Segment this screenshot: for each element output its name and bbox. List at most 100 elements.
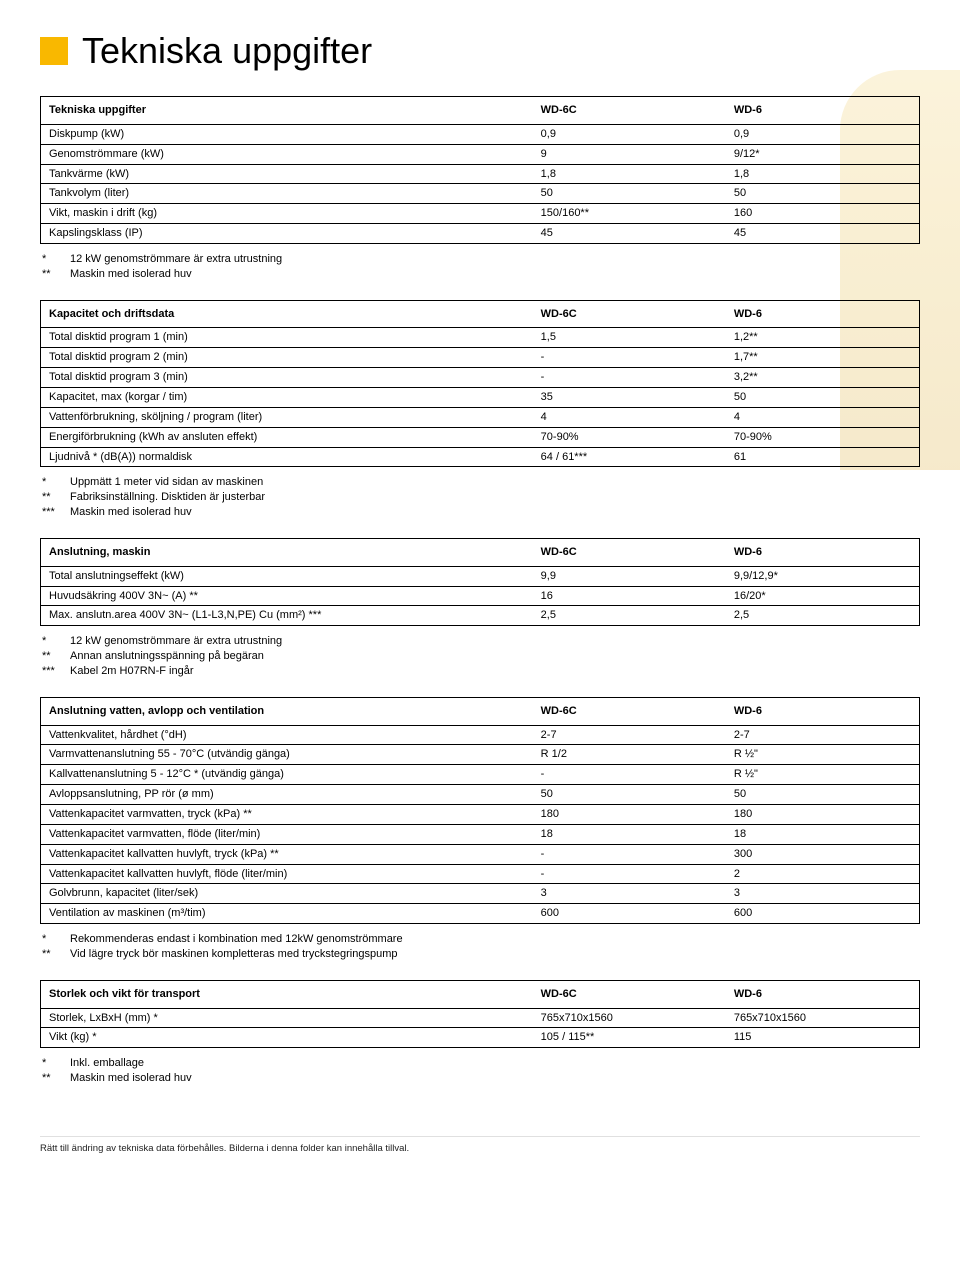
footnotes: *Rekommenderas endast i kombination med …	[40, 932, 920, 962]
column-header: WD-6	[726, 698, 919, 725]
row-label: Vattenkapacitet varmvatten, tryck (kPa) …	[41, 805, 533, 825]
row-value: 4	[533, 407, 726, 427]
footnote: *Rekommenderas endast i kombination med …	[42, 932, 920, 947]
row-label: Kallvattenanslutning 5 - 12°C * (utvändi…	[41, 765, 533, 785]
row-value: 2,5	[533, 606, 726, 625]
row-value: 16	[533, 586, 726, 606]
footnote-text: Uppmätt 1 meter vid sidan av maskinen	[70, 476, 263, 488]
table-heading: Tekniska uppgifter	[41, 97, 533, 124]
footnote: ***Maskin med isolerad huv	[42, 505, 920, 520]
row-value: -	[533, 765, 726, 785]
row-value: 105 / 115**	[533, 1028, 726, 1047]
table-heading: Anslutning vatten, avlopp och ventilatio…	[41, 698, 533, 725]
row-value: 0,9	[533, 124, 726, 144]
row-value: 61	[726, 447, 919, 466]
row-value: 1,7**	[726, 348, 919, 368]
row-value: 2,5	[726, 606, 919, 625]
row-value: R 1/2	[533, 745, 726, 765]
table-row: Ventilation av maskinen (m³/tim)600600	[41, 904, 919, 923]
row-value: -	[533, 368, 726, 388]
row-label: Total anslutningseffekt (kW)	[41, 566, 533, 586]
row-value: 9,9	[533, 566, 726, 586]
row-value: 300	[726, 844, 919, 864]
footnote: **Annan anslutningsspänning på begäran	[42, 649, 920, 664]
row-value: 50	[726, 184, 919, 204]
column-header: WD-6C	[533, 301, 726, 328]
row-value: 1,5	[533, 328, 726, 348]
row-value: 160	[726, 204, 919, 224]
row-label: Total disktid program 1 (min)	[41, 328, 533, 348]
footnotes: *Uppmätt 1 meter vid sidan av maskinen**…	[40, 475, 920, 520]
specs-table: Anslutning vatten, avlopp och ventilatio…	[40, 697, 920, 924]
table-row: Kallvattenanslutning 5 - 12°C * (utvändi…	[41, 765, 919, 785]
table-heading: Kapacitet och driftsdata	[41, 301, 533, 328]
table-row: Energiförbrukning (kWh av ansluten effek…	[41, 427, 919, 447]
row-label: Kapacitet, max (korgar / tim)	[41, 387, 533, 407]
table-row: Total disktid program 1 (min)1,51,2**	[41, 328, 919, 348]
column-header: WD-6	[726, 981, 919, 1008]
table-row: Vikt, maskin i drift (kg)150/160**160	[41, 204, 919, 224]
row-value: 115	[726, 1028, 919, 1047]
table-row: Total anslutningseffekt (kW)9,99,9/12,9*	[41, 566, 919, 586]
row-value: 70-90%	[726, 427, 919, 447]
footnote-text: Maskin med isolerad huv	[70, 268, 192, 280]
table-row: Vattenkapacitet kallvatten huvlyft, tryc…	[41, 844, 919, 864]
row-label: Vattenkapacitet kallvatten huvlyft, flöd…	[41, 864, 533, 884]
table-row: Tankvärme (kW)1,81,8	[41, 164, 919, 184]
footnote-text: Maskin med isolerad huv	[70, 1072, 192, 1084]
footnote: **Vid lägre tryck bör maskinen komplette…	[42, 947, 920, 962]
footnote: **Fabriksinställning. Disktiden är juste…	[42, 490, 920, 505]
row-value: 70-90%	[533, 427, 726, 447]
column-header: WD-6	[726, 539, 919, 566]
table-row: Vikt (kg) *105 / 115**115	[41, 1028, 919, 1047]
table-row: Total disktid program 3 (min)-3,2**	[41, 368, 919, 388]
footnote-text: Vid lägre tryck bör maskinen komplettera…	[70, 948, 398, 960]
footnote-text: Annan anslutningsspänning på begäran	[70, 650, 264, 662]
footnote: **Maskin med isolerad huv	[42, 1071, 920, 1086]
row-value: 3,2**	[726, 368, 919, 388]
table-row: Tankvolym (liter)5050	[41, 184, 919, 204]
row-value: 2-7	[533, 725, 726, 745]
footnote: *Inkl. emballage	[42, 1056, 920, 1071]
row-value: 9/12*	[726, 144, 919, 164]
footnote-key: **	[42, 1071, 70, 1086]
footnote-key: *	[42, 475, 70, 490]
footnote-key: **	[42, 947, 70, 962]
row-label: Diskpump (kW)	[41, 124, 533, 144]
row-value: 180	[726, 805, 919, 825]
row-value: 9	[533, 144, 726, 164]
footnote-key: *	[42, 634, 70, 649]
row-value: 2	[726, 864, 919, 884]
row-label: Ljudnivå * (dB(A)) normaldisk	[41, 447, 533, 466]
row-value: -	[533, 864, 726, 884]
footnote-text: Inkl. emballage	[70, 1057, 144, 1069]
row-label: Varmvattenanslutning 55 - 70°C (utvändig…	[41, 745, 533, 765]
row-value: 0,9	[726, 124, 919, 144]
column-header: WD-6	[726, 301, 919, 328]
row-label: Vattenkapacitet varmvatten, flöde (liter…	[41, 824, 533, 844]
row-label: Vikt, maskin i drift (kg)	[41, 204, 533, 224]
row-label: Golvbrunn, kapacitet (liter/sek)	[41, 884, 533, 904]
table-heading: Anslutning, maskin	[41, 539, 533, 566]
table-row: Vattenkapacitet kallvatten huvlyft, flöd…	[41, 864, 919, 884]
specs-table: Kapacitet och driftsdataWD-6CWD-6Total d…	[40, 300, 920, 468]
table-row: Varmvattenanslutning 55 - 70°C (utvändig…	[41, 745, 919, 765]
row-value: 600	[533, 904, 726, 923]
row-label: Total disktid program 2 (min)	[41, 348, 533, 368]
footnote-key: **	[42, 490, 70, 505]
footnotes: *12 kW genomströmmare är extra utrustnin…	[40, 252, 920, 282]
table-row: Kapslingsklass (IP)4545	[41, 224, 919, 243]
row-value: 50	[533, 785, 726, 805]
row-value: 180	[533, 805, 726, 825]
row-value: 9,9/12,9*	[726, 566, 919, 586]
row-label: Genomströmmare (kW)	[41, 144, 533, 164]
row-value: 765x710x1560	[726, 1008, 919, 1028]
table-row: Huvudsäkring 400V 3N~ (A) **1616/20*	[41, 586, 919, 606]
footnote-key: **	[42, 267, 70, 282]
table-row: Avloppsanslutning, PP rör (ø mm)5050	[41, 785, 919, 805]
row-label: Tankvärme (kW)	[41, 164, 533, 184]
specs-table: Storlek och vikt för transportWD-6CWD-6S…	[40, 980, 920, 1049]
row-label: Total disktid program 3 (min)	[41, 368, 533, 388]
table-row: Diskpump (kW)0,90,9	[41, 124, 919, 144]
row-value: 3	[533, 884, 726, 904]
